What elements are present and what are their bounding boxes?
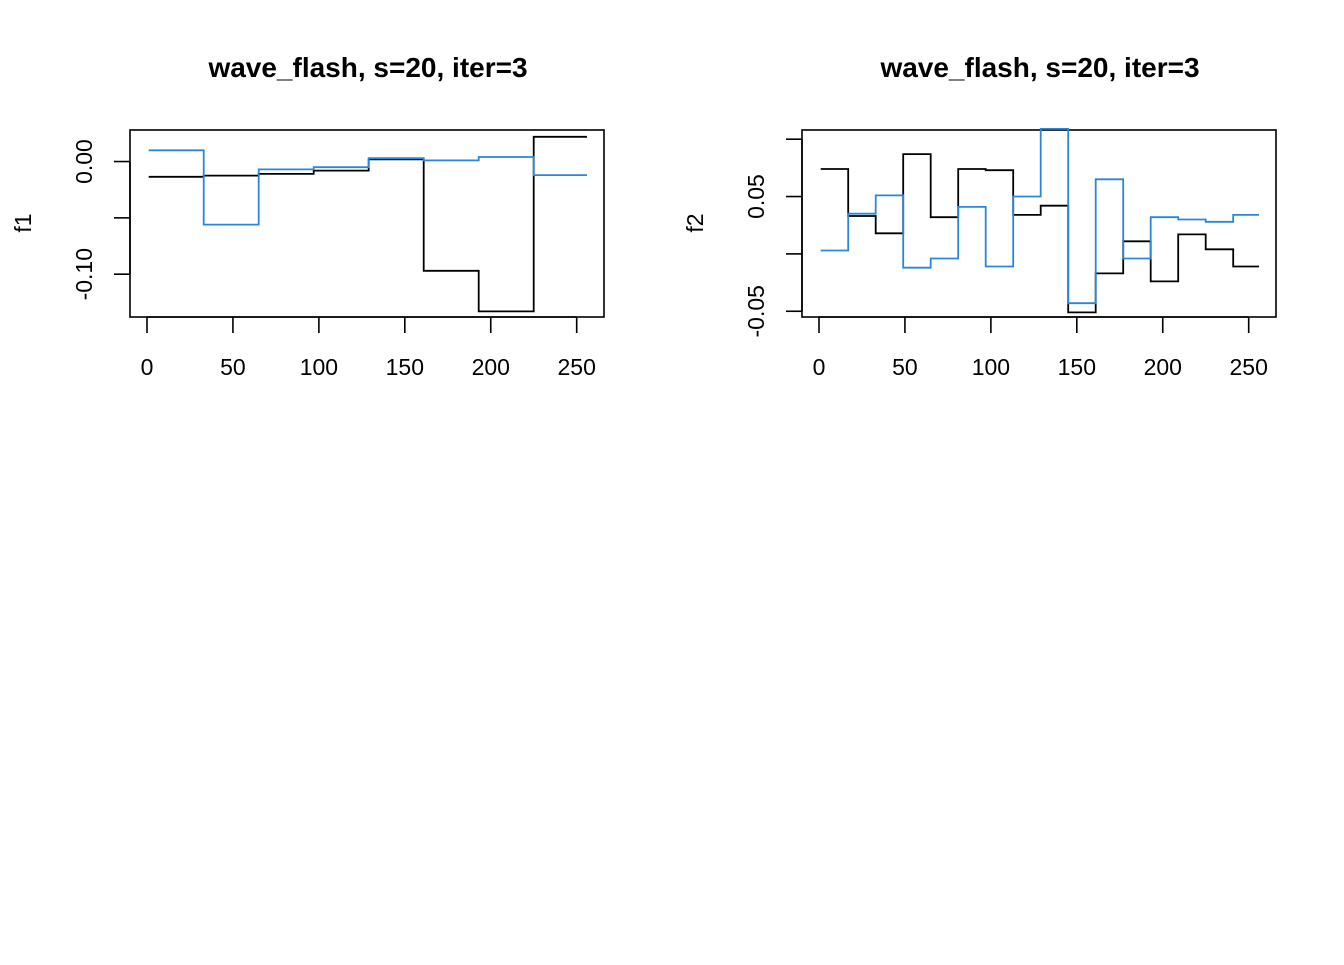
panel-f2: wave_flash, s=20, iter=3 f2 0 50 100 150 200… — [682, 52, 1277, 380]
chart-title: wave_flash, s=20, iter=3 — [207, 52, 527, 83]
x-tick-label: 0 — [141, 354, 154, 380]
x-tick-label: 200 — [472, 354, 510, 380]
x-tick-label: 250 — [1230, 354, 1268, 380]
series-line-2 — [148, 149, 587, 226]
x-tick-label: 250 — [558, 354, 596, 380]
y-tick-label: -0.10 — [71, 248, 97, 300]
x-tick-label: 50 — [220, 354, 246, 380]
plot-frame — [801, 129, 1277, 318]
x-tick-label: 150 — [386, 354, 424, 380]
x-tick-label: 50 — [892, 354, 918, 380]
series-line-2 — [820, 128, 1259, 305]
x-tick-label: 0 — [813, 354, 826, 380]
y-tick-label: -0.05 — [743, 285, 769, 337]
x-tick-label: 200 — [1144, 354, 1182, 380]
y-axis-label: f2 — [682, 213, 708, 232]
x-tick-label: 150 — [1058, 354, 1096, 380]
panel-f1: wave_flash, s=20, iter=3 f1 0 50 100 150 200… — [10, 52, 605, 380]
chart-title: wave_flash, s=20, iter=3 — [879, 52, 1199, 83]
y-tick-label: 0.05 — [743, 174, 769, 219]
x-tick-label: 100 — [300, 354, 338, 380]
y-axis-label: f1 — [10, 213, 36, 232]
x-tick-label: 100 — [972, 354, 1010, 380]
y-tick-label: 0.00 — [71, 139, 97, 184]
